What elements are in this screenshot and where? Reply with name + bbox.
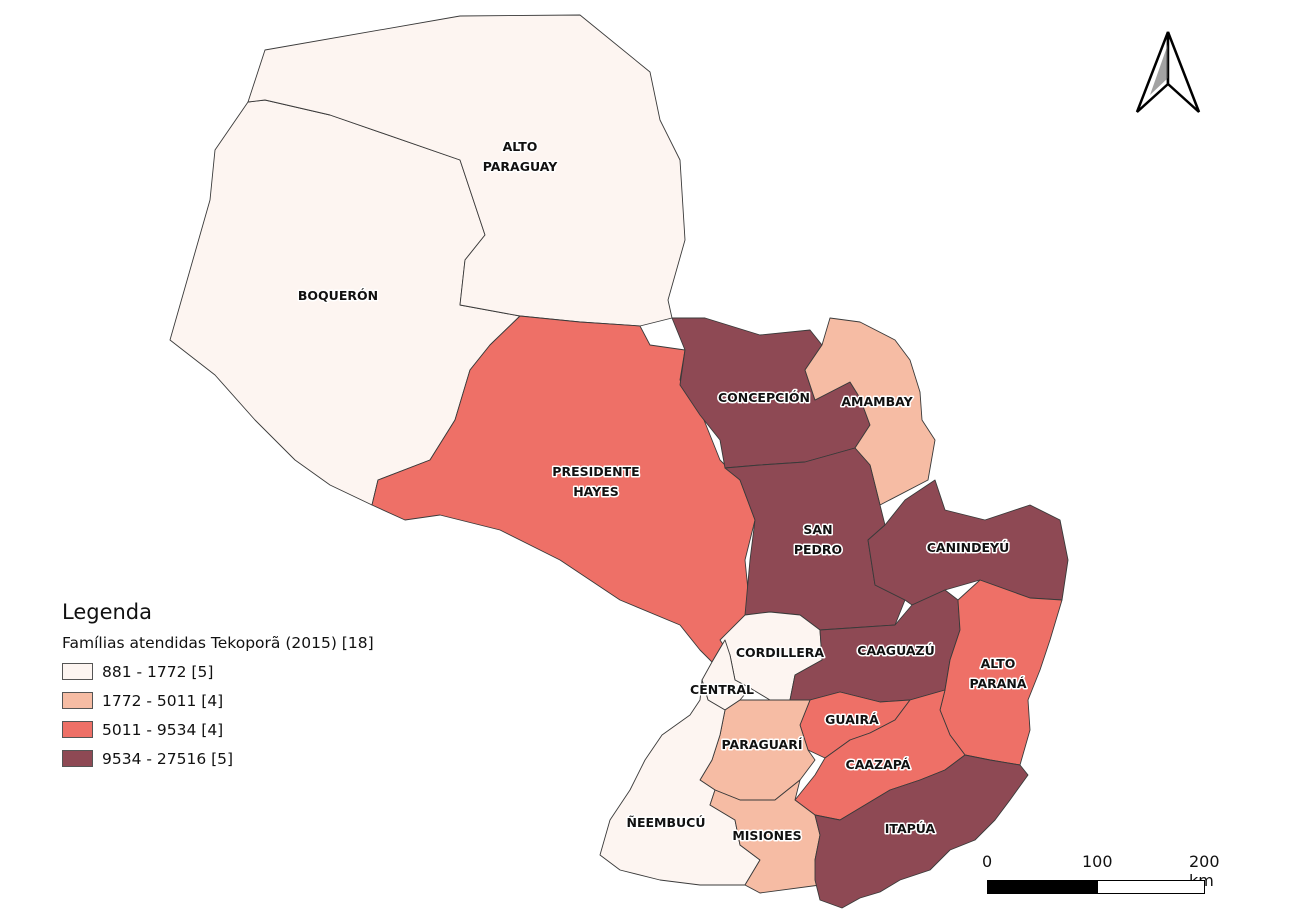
department-alto-paraguay[interactable] — [247, 14, 686, 327]
legend-swatch — [62, 721, 93, 738]
department-san-pedro[interactable] — [724, 447, 906, 631]
label-alto-parana: ALTO PARANÁ — [969, 656, 1026, 691]
legend-item-label: 1772 - 5011 [4] — [102, 691, 224, 710]
label-line: SAN — [803, 522, 832, 537]
label-line: PRESIDENTE — [552, 464, 639, 479]
legend-item: 5011 - 9534 [4] — [62, 715, 374, 744]
legend-swatch — [62, 750, 93, 767]
label-amambay: AMAMBAY — [841, 394, 913, 409]
label-guaira: GUAIRÁ — [825, 712, 879, 727]
scale-tick-label: 0 — [982, 852, 993, 871]
label-caaguazu: CAAGUAZÚ — [857, 643, 934, 658]
legend-item: 9534 - 27516 [5] — [62, 744, 374, 773]
label-neembucu: ÑEEMBUCÚ — [627, 815, 706, 830]
department-itapua[interactable] — [814, 754, 1029, 909]
label-paraguari: PARAGUARÍ — [722, 737, 803, 752]
legend-item: 881 - 1772 [5] — [62, 657, 374, 686]
label-misiones: MISIONES — [732, 828, 801, 843]
scale-segment-white — [1097, 880, 1205, 894]
legend-item-label: 9534 - 27516 [5] — [102, 749, 234, 768]
label-boqueron: BOQUERÓN — [298, 288, 378, 303]
department-alto-parana[interactable] — [939, 579, 1063, 766]
label-caazapa: CAAZAPÁ — [846, 757, 911, 772]
label-line: ALTO — [503, 139, 538, 154]
north-arrow-icon — [1135, 31, 1201, 113]
legend: Legenda Famílias atendidas Tekoporã (201… — [62, 600, 374, 773]
legend-item-label: 881 - 1772 [5] — [102, 662, 214, 681]
label-line: ALTO — [981, 656, 1016, 671]
department-amambay[interactable] — [804, 317, 936, 506]
label-san-pedro: SAN PEDRO — [794, 522, 842, 557]
label-cordillera: CORDILLERA — [736, 645, 825, 660]
label-line: PEDRO — [794, 542, 842, 557]
label-canindeyu: CANINDEYÚ — [927, 540, 1010, 555]
scale-segment-black — [987, 880, 1097, 894]
labels-layer: BOQUERÓN ALTO PARAGUAY PRESIDENTE HAYES CO… — [296, 138, 1028, 845]
legend-title: Legenda — [62, 600, 153, 624]
legend-subtitle: Famílias atendidas Tekoporã (2015) [18] — [62, 634, 374, 652]
label-line: PARANÁ — [969, 676, 1026, 691]
label-line: HAYES — [573, 484, 619, 499]
label-line: PARAGUAY — [483, 159, 558, 174]
scale-tick-label: 100 — [1082, 852, 1113, 871]
label-concepcion: CONCEPCIÓN — [718, 390, 810, 405]
label-itapua: ITAPÚA — [885, 821, 936, 836]
departments-layer — [169, 14, 1069, 909]
legend-item: 1772 - 5011 [4] — [62, 686, 374, 715]
label-central: CENTRAL — [690, 682, 754, 697]
label-alto-paraguay: ALTO PARAGUAY — [483, 139, 558, 174]
scale-bar: 0 100 200 km — [982, 852, 1220, 902]
label-presidente-hayes: PRESIDENTE HAYES — [552, 464, 639, 499]
legend-swatch — [62, 692, 93, 709]
legend-swatch — [62, 663, 93, 680]
legend-item-label: 5011 - 9534 [4] — [102, 720, 224, 739]
